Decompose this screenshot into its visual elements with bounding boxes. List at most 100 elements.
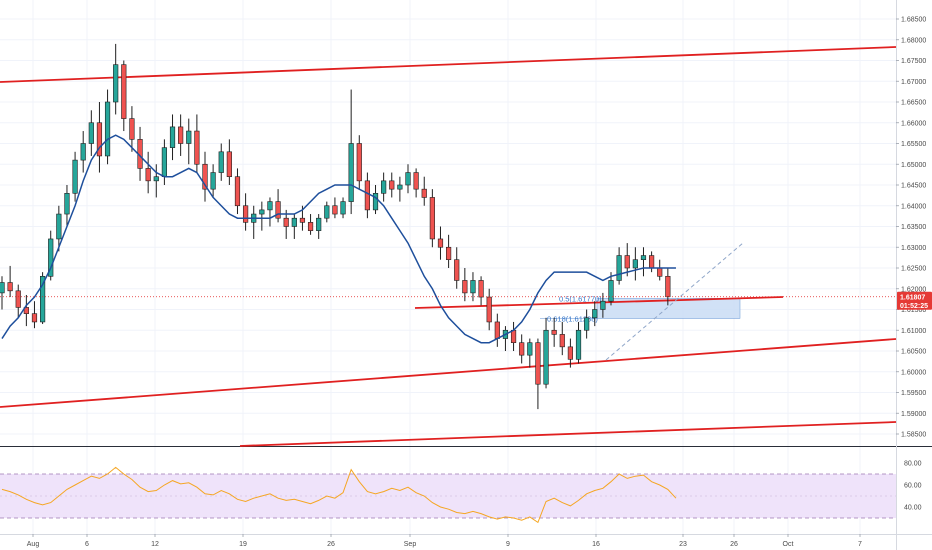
candle-body <box>0 282 5 294</box>
candle-body <box>72 159 78 194</box>
price-tick-label: 1.60500 <box>901 349 926 356</box>
candle <box>624 243 630 277</box>
candle-body <box>389 180 395 190</box>
candle-body <box>364 180 371 211</box>
price-tick-label: 1.63500 <box>901 224 926 231</box>
candle <box>535 338 541 410</box>
fibonacci-label: 0.618(1.61288) <box>547 314 598 323</box>
candle-body <box>121 64 127 119</box>
candle <box>616 247 622 285</box>
candle <box>64 185 70 227</box>
candle <box>543 317 549 389</box>
candle <box>291 214 297 239</box>
candle <box>48 230 54 281</box>
candle-body <box>56 213 62 240</box>
candle-body <box>340 201 346 215</box>
candle-body <box>234 176 241 207</box>
candle <box>316 214 322 239</box>
candle <box>56 205 62 252</box>
oscillator-tick-label: 60.00 <box>904 483 922 490</box>
trend-line <box>0 338 897 408</box>
projection-line <box>605 242 744 361</box>
price-axis: 1.68500 1.68000 1.67500 1.67000 1.66500 1.660… <box>896 17 926 439</box>
candle-body <box>429 197 435 240</box>
candle-body <box>275 201 281 219</box>
candle <box>307 214 314 235</box>
candle <box>161 139 168 185</box>
price-tick-label: 1.66000 <box>901 120 926 127</box>
candle-body <box>291 217 297 227</box>
candle-body <box>332 205 338 215</box>
candle-body <box>145 168 151 182</box>
candle <box>445 234 452 268</box>
candle <box>348 89 354 215</box>
candle-body <box>129 118 135 140</box>
candle-body <box>478 280 484 298</box>
candle-body <box>186 130 192 144</box>
candle <box>632 247 638 281</box>
price-tick-label: 1.65000 <box>901 162 926 169</box>
candles <box>0 43 671 410</box>
candle <box>608 272 614 306</box>
candle-body <box>178 126 184 144</box>
candle <box>470 272 476 302</box>
candle-body <box>592 309 598 319</box>
candle <box>600 292 606 318</box>
candle <box>251 205 257 239</box>
candle-body <box>15 290 21 308</box>
candle-body <box>381 180 387 194</box>
candle <box>584 309 590 339</box>
candle-body <box>543 329 549 385</box>
candle-body <box>48 238 54 277</box>
candle <box>567 338 573 368</box>
candle <box>72 151 78 202</box>
candle-body <box>657 267 663 277</box>
candle <box>494 313 500 347</box>
candle-body <box>210 172 216 190</box>
moving-average-line <box>1 134 676 344</box>
price-tick-label: 1.67000 <box>901 79 926 86</box>
candle-body <box>307 222 314 231</box>
candle-body <box>510 329 517 343</box>
candle-body <box>324 205 330 219</box>
candle-body <box>153 176 159 182</box>
candle <box>575 321 582 364</box>
candle-body <box>551 329 557 335</box>
time-tick-label: 6 <box>85 541 89 548</box>
time-tick-label: Sep <box>404 541 417 548</box>
candle-body <box>575 329 582 360</box>
price-tick-label: 1.59000 <box>901 411 926 418</box>
candle-body <box>567 346 573 360</box>
candle <box>194 114 200 173</box>
candle <box>478 276 484 306</box>
candle <box>121 60 127 132</box>
candle <box>153 164 159 198</box>
candle <box>454 247 460 289</box>
trend-line <box>0 46 897 83</box>
candle <box>397 176 403 202</box>
candle <box>88 110 94 156</box>
time-tick-label: Oct <box>783 541 794 548</box>
candle <box>324 201 330 223</box>
candle <box>7 265 13 298</box>
candle <box>340 197 346 219</box>
candle-body <box>397 184 403 190</box>
candle <box>665 268 671 306</box>
candle <box>364 172 371 219</box>
candle-body <box>316 217 322 231</box>
current-price-tag <box>897 291 932 310</box>
current-price-value: 1.61807 <box>900 294 925 301</box>
candle-body <box>648 255 655 269</box>
candle <box>226 139 232 185</box>
candle-body <box>486 296 492 323</box>
candle <box>243 193 249 231</box>
candle-body <box>23 307 29 314</box>
price-tick-label: 1.62000 <box>901 286 926 293</box>
candle-body <box>462 280 468 294</box>
fibonacci-label: 0.5(1.61770) <box>559 294 602 303</box>
price-tick-label: 1.58500 <box>901 432 926 439</box>
candle-body <box>600 300 606 310</box>
oscillator-tick-label: 80.00 <box>904 461 922 468</box>
candle-body <box>640 255 647 261</box>
